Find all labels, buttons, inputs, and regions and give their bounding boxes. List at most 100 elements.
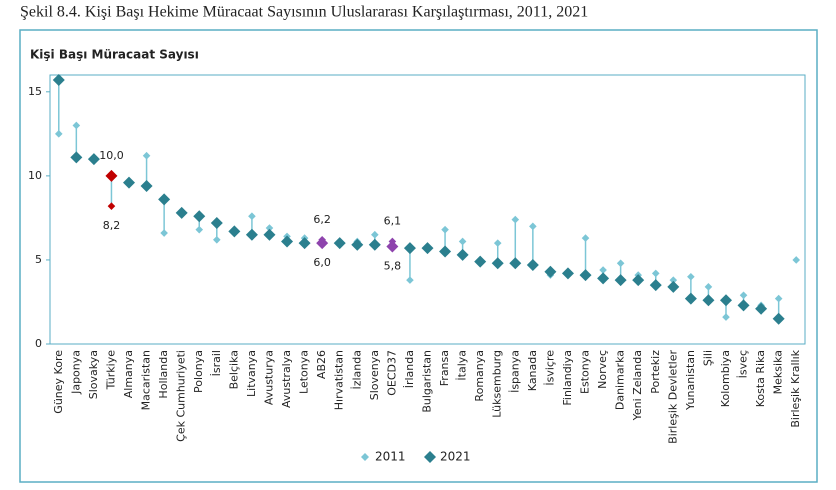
x-tick-label: Almanya (122, 350, 135, 398)
x-tick-label: Hırvatistan (333, 350, 346, 410)
marker-2011 (739, 291, 748, 300)
y-tick-label: 15 (28, 85, 42, 98)
x-tick-label: Polonya (192, 350, 205, 393)
marker-2021 (421, 242, 434, 255)
x-tick-label: Şili (701, 350, 714, 366)
x-tick-label: İspanya (508, 350, 521, 393)
marker-2021 (772, 312, 785, 325)
x-tick-label: Portekiz (649, 350, 662, 394)
marker-2011 (511, 215, 520, 224)
chart-title: Kişi Başı Müracaat Sayısı (30, 48, 199, 62)
marker-2011 (406, 276, 414, 284)
marker-2021 (456, 248, 469, 261)
value-label: 6,1 (384, 214, 402, 227)
marker-2011 (704, 283, 713, 291)
marker-2021 (52, 74, 65, 87)
value-label: 8,2 (103, 219, 121, 232)
marker-2021 (509, 257, 522, 270)
x-tick-label: Belçika (227, 350, 240, 389)
marker-2011 (651, 269, 660, 278)
marker-2011 (441, 225, 449, 234)
x-tick-label: Lüksemburg (491, 350, 504, 418)
plot-frame (49, 74, 806, 345)
marker-2021 (298, 237, 311, 250)
marker-2021 (737, 299, 750, 312)
x-tick-label: Letonya (298, 350, 311, 394)
marker-2011 (213, 235, 221, 244)
marker-2011 (722, 313, 730, 321)
marker-2021 (755, 302, 768, 315)
marker-2011 (248, 212, 256, 221)
x-tick-label: Yeni Zelanda (631, 350, 644, 421)
value-label: 6,0 (313, 256, 331, 269)
marker-2021 (123, 176, 136, 189)
value-label: 6,2 (313, 213, 331, 226)
x-tick-label: İtalya (456, 350, 469, 381)
marker-2021 (491, 257, 504, 270)
x-tick-label: Kosta Rika (754, 350, 767, 407)
marker-2021 (316, 237, 329, 250)
marker-2011 (458, 237, 467, 246)
marker-2021 (140, 179, 153, 192)
caption: Şekil 8.4. Kişi Başı Hekime Müracaat Say… (20, 4, 588, 21)
x-tick-label: İsviçre (543, 350, 556, 386)
marker-2021 (561, 267, 574, 280)
x-tick-label: Slovakya (87, 350, 100, 399)
y-tick-label: 5 (35, 253, 42, 266)
marker-2011 (599, 266, 607, 274)
marker-2011 (792, 256, 801, 264)
x-tick-label: İzlanda (350, 350, 363, 390)
x-tick-label: Bulgaristan (421, 350, 434, 413)
legend-label: 2021 (440, 450, 471, 464)
x-tick-label: Estonya (579, 350, 592, 394)
value-label: 10,0 (99, 149, 124, 162)
marker-2021 (439, 245, 452, 258)
marker-2021 (597, 272, 610, 285)
x-tick-label: AB26 (315, 350, 328, 379)
marker-2021 (333, 237, 346, 250)
marker-2021 (403, 242, 416, 255)
marker-2021 (105, 169, 118, 182)
marker-2021 (474, 255, 487, 268)
marker-2021 (175, 206, 188, 219)
marker-2021 (614, 274, 627, 287)
marker-2011 (72, 121, 81, 130)
marker-2021 (193, 210, 206, 223)
x-tick-label: Birleşik Krallık (789, 349, 802, 427)
x-tick-label: Güney Kore (52, 350, 65, 414)
marker-2011 (616, 259, 625, 268)
y-tick-label: 0 (35, 337, 42, 350)
marker-2021 (158, 193, 171, 206)
x-tick-label: Yunanistan (684, 350, 697, 411)
marker-2021 (667, 280, 680, 293)
legend-marker (361, 453, 369, 461)
marker-2021 (368, 238, 381, 251)
x-tick-label: Çek Cumhuriyeti (175, 350, 188, 442)
x-tick-label: Kolombiya (719, 350, 732, 407)
marker-2011 (142, 151, 151, 160)
marker-2011 (160, 229, 168, 237)
marker-2021 (386, 240, 399, 253)
x-tick-label: Kanada (526, 350, 539, 391)
y-tick-label: 10 (28, 169, 42, 182)
marker-2011 (265, 224, 274, 232)
marker-2021 (263, 228, 276, 241)
marker-2021 (351, 238, 364, 251)
x-tick-label: Macaristan (140, 350, 153, 410)
x-tick-label: Japonya (69, 350, 82, 395)
x-tick-label: Danimarka (614, 350, 627, 410)
marker-2021 (70, 151, 83, 164)
legend-marker (424, 451, 436, 463)
marker-2011 (107, 202, 116, 210)
marker-2021 (684, 292, 697, 305)
marker-2021 (281, 235, 294, 248)
marker-2011 (669, 276, 678, 284)
marker-2021 (526, 258, 539, 271)
x-tick-label: Litvanya (245, 350, 258, 397)
marker-2021 (87, 153, 100, 166)
marker-2021 (544, 265, 557, 278)
marker-2011 (529, 222, 537, 231)
x-tick-label: Slovenya (368, 350, 381, 400)
marker-2021 (210, 216, 223, 229)
